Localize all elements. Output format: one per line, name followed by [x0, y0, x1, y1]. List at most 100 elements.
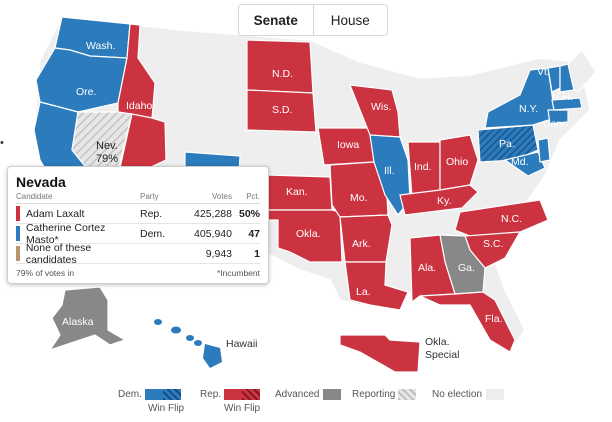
candidate-party: Rep. — [140, 207, 163, 220]
candidate-party: Dem. — [140, 227, 166, 240]
tab-house[interactable]: House — [330, 12, 370, 28]
label-wash: Wash. — [86, 40, 116, 52]
legend-dem-label: Dem. — [118, 389, 142, 400]
legend-dem-flip-swatch — [162, 389, 181, 400]
legend-rep-swatch — [224, 389, 243, 400]
legend-dem-flip-label: Win Flip — [148, 403, 185, 414]
label-iowa: Iowa — [337, 139, 360, 151]
label-okla-special: Okla. — [425, 336, 450, 348]
label-md: Md. — [511, 156, 529, 168]
legend-rep-flip-swatch — [242, 389, 261, 400]
candidate-name: Catherine Cortez Masto* — [25, 221, 106, 246]
label-mo: Mo. — [350, 192, 368, 204]
label-vt: Vt. — [537, 66, 550, 78]
legend-no-election-label: No election — [432, 389, 483, 400]
state-maryland — [503, 151, 546, 177]
incumbent-note: *Incumbent — [217, 268, 260, 278]
candidate-pct: 50% — [238, 207, 260, 220]
candidate-pct: 1 — [254, 247, 260, 260]
candidate-pct: 47 — [248, 227, 260, 240]
label-ky: Ky. — [437, 195, 452, 207]
label-la: La. — [356, 286, 371, 298]
legend-dem-swatch — [144, 389, 163, 400]
header-pct: Pct. — [246, 192, 260, 201]
label-conn: Conn. — [543, 118, 572, 130]
label-ill: Ill. — [384, 165, 395, 177]
state-connecticut — [547, 109, 569, 125]
label-nd: N.D. — [272, 68, 293, 80]
candidate-row: Adam Laxalt Rep. 425,288 50% — [16, 204, 260, 224]
state-massachusetts — [551, 97, 583, 111]
party-swatch — [16, 246, 20, 261]
label-okla-special-2: Special — [425, 349, 460, 361]
legend-reporting-label: Reporting — [352, 389, 396, 400]
state-kentucky — [399, 184, 479, 216]
candidate-name: Adam Laxalt — [26, 207, 85, 220]
tooltip-footer: 79% of votes in *Incumbent — [16, 268, 260, 278]
header-votes: Votes — [211, 192, 232, 201]
label-ore: Ore. — [76, 86, 97, 98]
label-ind: Ind. — [414, 161, 432, 173]
map-legend: Dem. Win Flip Rep. Win Flip Advanced Rep… — [0, 389, 612, 422]
edge-ellipsis: • — [0, 137, 4, 149]
label-sd: S.D. — [272, 104, 293, 116]
candidate-votes: 9,943 — [205, 247, 232, 260]
legend-no-election: No election — [432, 389, 505, 400]
legend-rep-label: Rep. — [200, 389, 222, 400]
reporting-note: 79% of votes in — [16, 268, 75, 278]
candidate-votes: 405,940 — [194, 227, 232, 240]
chamber-toggle: Senate House — [238, 4, 388, 36]
header-candidate: Candidate — [16, 192, 53, 201]
state-louisiana — [344, 261, 409, 311]
label-ala: Ala. — [418, 262, 437, 274]
candidate-votes: 425,288 — [194, 207, 232, 220]
label-nev-pct: 79% — [96, 153, 119, 165]
candidate-row: None of these candidates 9,943 1 — [16, 241, 260, 266]
party-swatch — [16, 206, 20, 221]
state-arkansas — [339, 214, 393, 263]
party-swatch — [16, 226, 20, 241]
state-alaska — [48, 286, 127, 352]
state-oklahoma-special — [339, 334, 421, 373]
state-new-york — [484, 67, 556, 129]
label-okla: Okla. — [296, 228, 321, 240]
legend-advanced: Advanced — [275, 389, 342, 400]
label-ny: N.Y. — [519, 103, 539, 115]
label-alaska: Alaska — [62, 316, 94, 328]
label-pa: Pa. — [499, 138, 515, 150]
state-results-tooltip: Nevada Candidate Party Votes Pct. Adam L… — [7, 166, 269, 284]
state-florida — [419, 291, 516, 353]
label-idaho: Idaho — [126, 100, 153, 112]
legend-advanced-label: Advanced — [275, 389, 320, 400]
tooltip-header: Candidate Party Votes Pct. — [16, 192, 260, 204]
state-oregon — [35, 47, 128, 113]
state-maine — [567, 49, 597, 93]
state-new-jersey — [537, 137, 551, 163]
label-wis: Wis. — [371, 101, 392, 113]
state-south-dakota — [246, 89, 317, 133]
label-kan: Kan. — [286, 186, 308, 198]
label-hawaii: Hawaii — [226, 338, 258, 350]
state-hawaii — [154, 319, 222, 368]
candidate-name: None of these candidates — [25, 241, 92, 266]
legend-rep: Rep. — [200, 389, 261, 400]
tooltip-state-name: Nevada — [16, 174, 66, 190]
label-sc: S.C. — [483, 238, 504, 250]
label-fla: Fla. — [485, 313, 503, 325]
legend-advanced-swatch — [323, 389, 342, 400]
legend-rep-flip-label: Win Flip — [224, 403, 261, 414]
state-ohio — [439, 134, 479, 191]
label-ark: Ark. — [352, 238, 371, 250]
label-nev: Nev. — [96, 140, 118, 152]
label-ga: Ga. — [458, 262, 475, 274]
legend-no-election-swatch — [486, 389, 505, 400]
legend-reporting-swatch — [398, 389, 417, 400]
label-ohio: Ohio — [446, 156, 469, 168]
tab-senate[interactable]: Senate — [239, 5, 314, 35]
legend-dem: Dem. — [118, 389, 181, 400]
candidate-row: Catherine Cortez Masto* Dem. 405,940 47 — [16, 221, 260, 246]
label-nc: N.C. — [501, 213, 522, 225]
label-nh: N.H. — [552, 91, 573, 103]
state-north-dakota — [246, 39, 314, 94]
us-senate-map — [33, 16, 597, 373]
